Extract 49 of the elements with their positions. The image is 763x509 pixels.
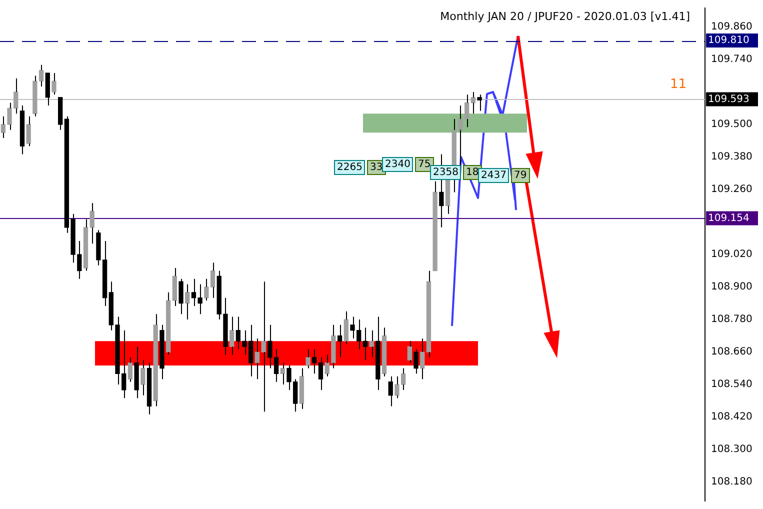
candlestick bbox=[26, 116, 31, 147]
candlestick bbox=[160, 324, 164, 380]
y-tick-label: 109.260 bbox=[711, 184, 752, 196]
annotation: 2265 bbox=[334, 160, 366, 175]
candlestick bbox=[178, 278, 184, 315]
candlestick bbox=[58, 97, 63, 130]
candlestick bbox=[134, 346, 139, 399]
ref-line-label: 109.593 bbox=[708, 94, 750, 105]
annotation: 75 bbox=[415, 157, 434, 172]
y-tick-label: 109.500 bbox=[711, 119, 752, 130]
candlestick bbox=[45, 72, 50, 106]
y-tick-label: 109.740 bbox=[711, 54, 752, 66]
y-tick-label: 108.660 bbox=[711, 346, 752, 358]
annotation: 2358 bbox=[430, 165, 462, 180]
candlestick bbox=[318, 356, 324, 390]
annotation: 79 bbox=[511, 168, 530, 183]
ref-line-label: 109.810 bbox=[708, 35, 750, 46]
annotation: 11 bbox=[669, 77, 688, 92]
candlestick bbox=[388, 376, 393, 407]
chart-title: Monthly JAN 20 / JPUF20 - 2020.01.03 [v1.41] bbox=[440, 10, 690, 23]
candlestick bbox=[362, 327, 368, 361]
candlestick bbox=[90, 202, 94, 244]
y-tick-label: 108.180 bbox=[711, 476, 752, 488]
ref-line-label: 109.154 bbox=[708, 212, 750, 224]
candlestick bbox=[376, 316, 380, 390]
candlestick bbox=[382, 327, 387, 377]
candlestick bbox=[312, 348, 317, 374]
y-tick-label: 108.780 bbox=[711, 314, 752, 326]
candlestick bbox=[83, 218, 88, 272]
annotation: 33 bbox=[367, 160, 386, 175]
y-tick-label: 109.020 bbox=[711, 249, 752, 260]
candlestick bbox=[210, 262, 216, 298]
annotation: 2340 bbox=[382, 157, 414, 172]
annotation: 18 bbox=[463, 165, 482, 180]
candlestick bbox=[146, 362, 152, 415]
candlestick bbox=[337, 324, 342, 358]
y-tick-label: 108.300 bbox=[711, 444, 752, 456]
candlestick bbox=[254, 338, 260, 380]
candlestick bbox=[477, 94, 482, 112]
candlestick bbox=[426, 270, 432, 358]
y-tick-label: 108.540 bbox=[711, 379, 752, 390]
candlestick bbox=[299, 368, 304, 410]
y-tick-label: 108.420 bbox=[711, 412, 752, 423]
y-tick-label: 109.380 bbox=[711, 152, 752, 163]
candlestick bbox=[414, 348, 418, 374]
annotation: 2437 bbox=[478, 168, 510, 183]
candlestick bbox=[20, 105, 25, 155]
y-tick-label: 109.860 bbox=[711, 22, 752, 33]
y-tick-label: 108.900 bbox=[711, 282, 752, 293]
